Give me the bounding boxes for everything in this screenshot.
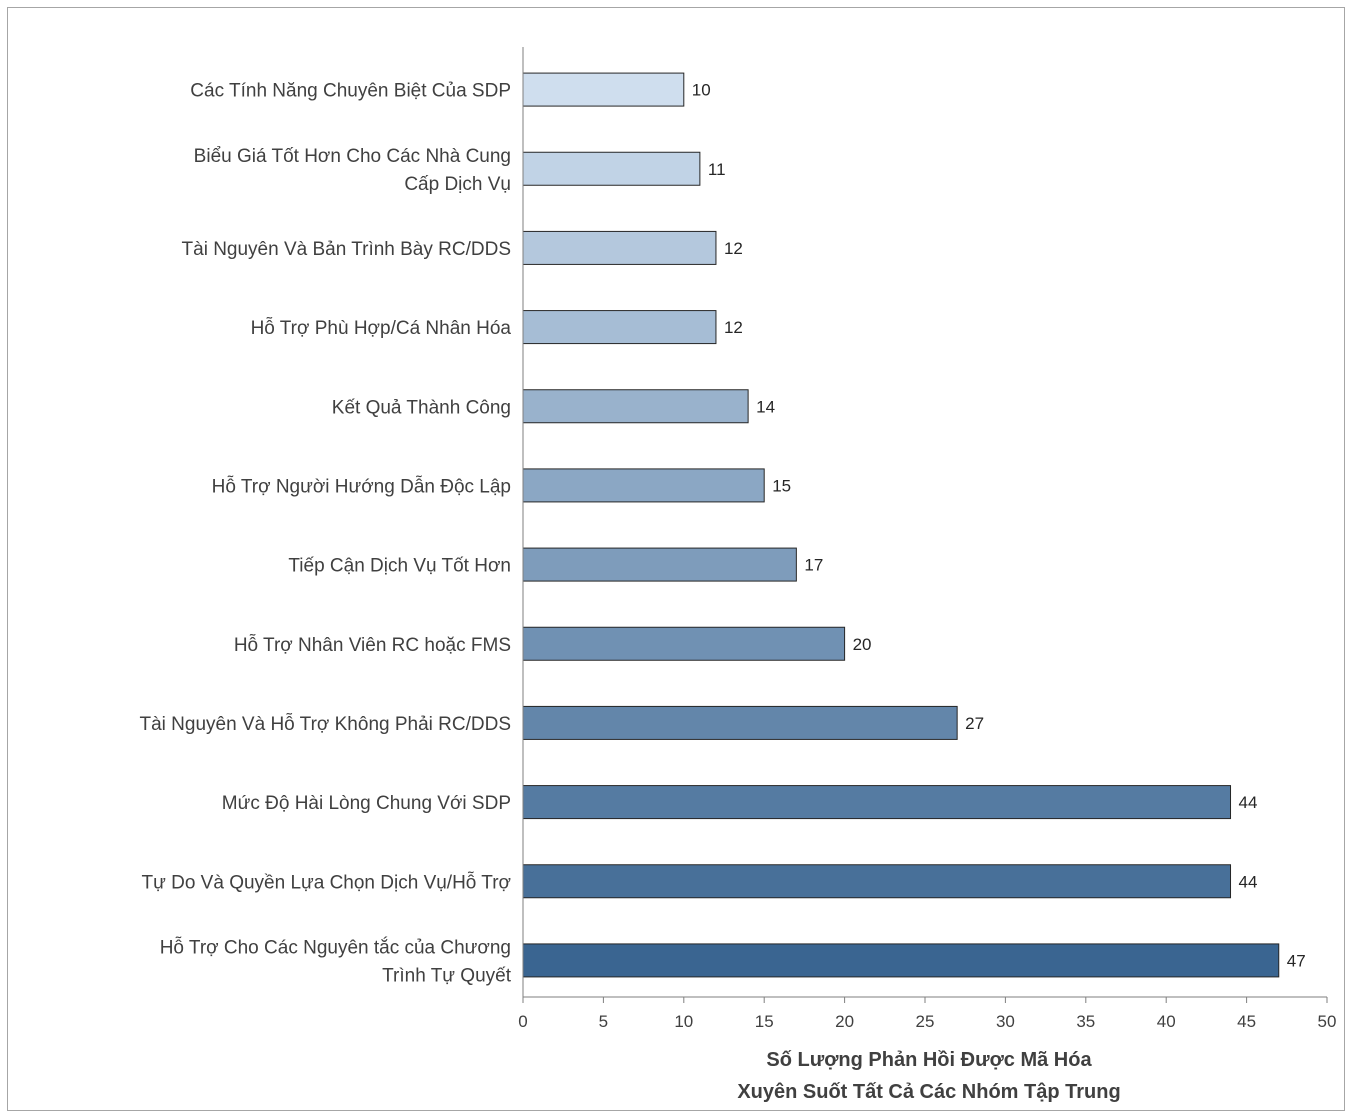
bar-4 [522,310,717,345]
bar-7 [522,547,797,582]
x-tick-label-25: 25 [916,1012,935,1031]
bar-12 [522,943,1280,978]
x-tick-label-50: 50 [1318,1012,1337,1031]
value-label-5: 14 [756,397,775,416]
value-label-7: 17 [804,556,823,575]
x-axis-title: Số Lượng Phản Hồi Được Mã Hóa Xuyên Suốt … [737,1049,1120,1103]
category-label-10: Mức Độ Hài Lòng Chung Với SDP [222,793,511,814]
value-label-3: 12 [724,239,743,258]
category-label-11: Tự Do Và Quyền Lựa Chọn Dịch Vụ/Hỗ Trợ [142,871,512,893]
category-label-4: Hỗ Trợ Phù Hợp/Cá Nhân Hóa [251,317,512,339]
x-tick-label-15: 15 [755,1012,774,1031]
bar-10 [522,785,1232,820]
x-tick-label-35: 35 [1076,1012,1095,1031]
bar-3 [522,230,717,265]
value-labels: 10 11 12 12 14 15 17 20 27 44 44 47 [692,81,1306,971]
category-label-3: Tài Nguyên Và Bản Trình Bày RC/DDS [182,239,511,260]
category-label-8: Hỗ Trợ Nhân Viên RC hoặc FMS [234,634,511,656]
category-label-7: Tiếp Cận Dịch Vụ Tốt Hơn [288,556,511,577]
category-label-6: Hỗ Trợ Người Hướng Dẫn Độc Lập [212,475,511,497]
value-label-6: 15 [772,476,791,495]
bars-group [522,72,1280,978]
category-label-12: Hỗ Trợ Cho Các Nguyên tắc của Chương Trìn… [160,936,512,986]
bar-8 [522,626,846,661]
bar-2 [522,151,701,186]
value-label-8: 20 [853,635,872,654]
x-tick-label-5: 5 [599,1012,608,1031]
category-label-1: Các Tính Năng Chuyên Biệt Của SDP [190,81,511,102]
bar-5 [522,389,749,424]
value-label-2: 11 [708,160,726,179]
bar-11 [522,864,1232,899]
value-label-11: 44 [1239,872,1258,891]
x-tick-label-10: 10 [674,1012,693,1031]
bar-9 [522,705,958,740]
category-label-2: Biểu Giá Tốt Hơn Cho Các Nhà Cung Cấp Dịc… [194,146,511,195]
value-label-9: 27 [965,714,984,733]
category-labels: Các Tính Năng Chuyên Biệt Của SDP Biểu Gi… [139,81,511,987]
value-label-4: 12 [724,318,743,337]
value-label-12: 47 [1287,951,1306,970]
x-tick-label-20: 20 [835,1012,854,1031]
category-label-9: Tài Nguyên Và Hỗ Trợ Không Phải RC/DDS [139,713,511,735]
x-tick-label-30: 30 [996,1012,1015,1031]
axes: 0 5 10 15 20 25 30 35 40 45 50 [518,47,1336,1031]
value-label-1: 10 [692,81,711,100]
value-label-10: 44 [1239,793,1258,812]
x-tick-label-40: 40 [1157,1012,1176,1031]
x-tick-label-45: 45 [1237,1012,1256,1031]
bar-6 [522,468,765,503]
x-tick-label-0: 0 [518,1012,527,1031]
bar-1 [522,72,685,107]
category-label-5: Kết Quả Thành Công [332,397,511,418]
